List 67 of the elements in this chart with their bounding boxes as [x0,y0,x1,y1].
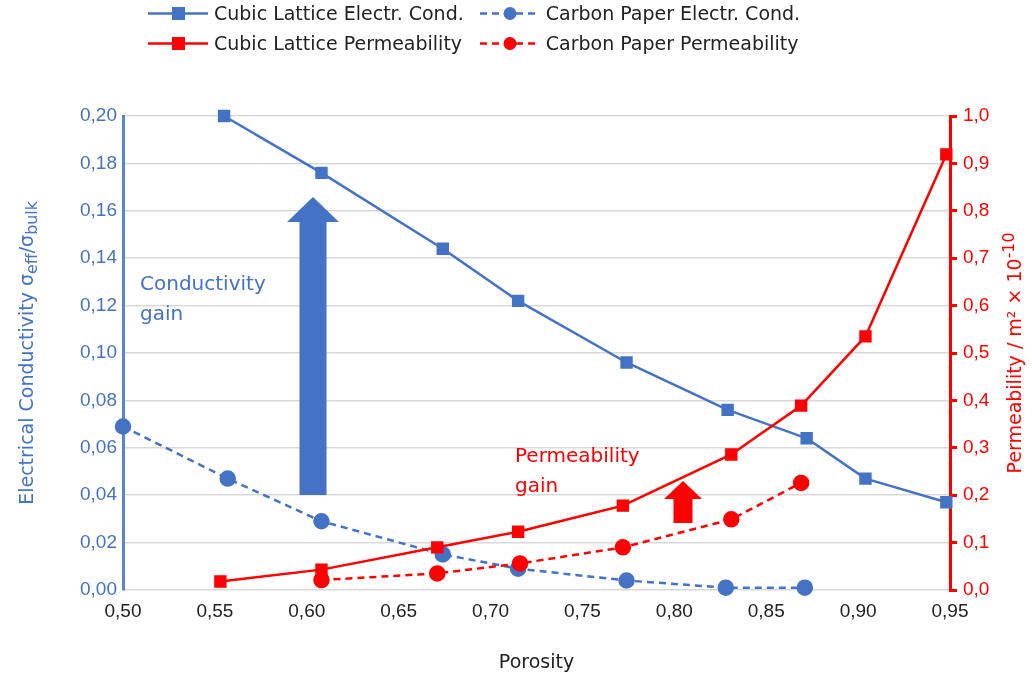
point [431,541,444,554]
y2-tick-label: 0,2 [963,483,990,505]
y-tick-label: 0,16 [80,199,117,221]
y2-tick-label: 0,8 [963,199,990,221]
point [511,555,529,572]
point [794,399,808,412]
point [217,109,231,123]
legend-label: Cubic Lattice Electr. Cond. [214,2,464,24]
y-tick-label: 0,20 [80,104,117,126]
x-tick-label: 0,80 [655,599,693,621]
annotation: Permeability gain [515,442,641,499]
y2-tick-label: 1,0 [963,104,990,126]
y-tick-label: 0,04 [80,483,118,505]
legend-label: Carbon Paper Permeability [545,32,799,54]
y-tick-label: 0,10 [80,341,117,363]
y2-tick-label: 0,1 [963,530,990,552]
y-tick-label: 0,08 [80,388,117,410]
legend-label: Carbon Paper Electr. Cond. [545,2,801,24]
point [800,432,813,445]
y-tick-label: 0,06 [80,436,117,458]
point [614,539,632,556]
x-tick-label: 0,55 [196,599,234,621]
point [859,330,872,343]
point [618,572,635,589]
y-tick-label: 0,18 [80,151,117,173]
point [725,448,738,461]
point [940,148,953,161]
legend-label: Cubic Lattice Permeability [214,32,463,54]
y2-tick-label: 0,4 [963,388,990,410]
x-tick-label: 0,65 [380,599,418,621]
point [859,472,872,485]
y-tick-label: 0,00 [80,578,117,600]
point [219,470,236,487]
y2-tick-label: 0,9 [963,151,990,173]
x-tick-label: 0,50 [104,599,142,621]
x-axis-title: Porosity [498,650,575,672]
x-tick-label: 0,90 [839,599,877,621]
point [717,579,735,596]
point [620,356,633,369]
y2-tick-label: 0,3 [963,436,990,458]
y2-tick-label: 0,0 [963,578,990,600]
annotation: Conductivity gain [140,270,267,327]
y-tick-label: 0,02 [80,530,117,552]
x-tick-label: 0,75 [563,599,601,621]
point [114,418,132,435]
x-tick-label: 0,85 [747,599,785,621]
x-tick-label: 0,95 [931,599,969,621]
point [214,575,227,588]
x-tick-label: 0,60 [288,599,326,621]
point [721,403,734,417]
y2-tick-label: 0,5 [963,341,990,363]
y-tick-label: 0,14 [80,246,118,268]
point [511,525,525,538]
point [940,496,953,509]
point [315,166,328,180]
point [792,474,810,492]
y-tick-label: 0,12 [80,293,117,315]
point [616,499,630,512]
point [796,579,814,596]
point [511,294,525,308]
point [436,242,449,255]
y2-tick-label: 0,6 [963,293,990,315]
point [429,565,446,582]
point [313,513,330,530]
y2-tick-label: 0,7 [963,246,990,268]
x-tick-label: 0,70 [472,599,510,621]
point [723,511,740,528]
